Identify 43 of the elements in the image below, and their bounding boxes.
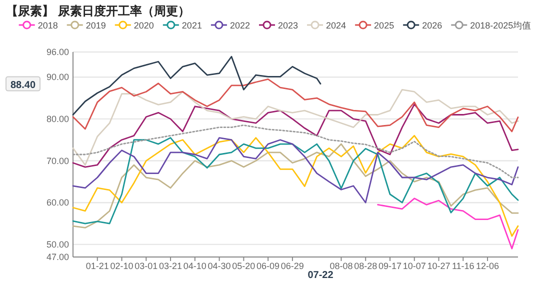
line-series <box>72 56 322 116</box>
x-tick-label: 03-01 <box>134 261 158 271</box>
x-tick-label: 12-06 <box>476 261 500 271</box>
legend-label: 2020 <box>134 20 154 30</box>
x-tick-label: 11-16 <box>452 261 474 271</box>
legend-label: 2025 <box>374 20 394 30</box>
y-tick-label: 60.00 <box>46 198 69 208</box>
x-tick-label: 02-10 <box>110 261 134 271</box>
legend-label: 2021 <box>182 20 202 30</box>
y-tick-label: 47.00 <box>46 252 69 262</box>
y-tick-label: 70.00 <box>46 156 69 166</box>
y-tick-label: 90.00 <box>46 72 69 82</box>
legend-label: 2019 <box>86 20 106 30</box>
x-tick-label: 10-27 <box>427 261 450 271</box>
legend-label: 2018 <box>38 20 58 30</box>
x-tick-label: 08-08 <box>330 261 353 271</box>
chart-title: 【尿素】 尿素日度开工率（周更） <box>6 4 190 18</box>
x-tick-label: 04-10 <box>183 261 206 271</box>
line-series <box>377 198 519 250</box>
x-tick-label: 03-21 <box>159 261 182 271</box>
legend-label: 2023 <box>278 20 298 30</box>
text: 07-22 <box>308 270 334 281</box>
legend-label: 2018-2025均值 <box>470 20 532 30</box>
text: 88.40 <box>10 80 36 91</box>
legend-label: 2026 <box>422 20 442 30</box>
line-series <box>72 88 519 166</box>
y-tick-label: 96.00 <box>46 47 69 57</box>
y-tick-label: 50.00 <box>46 239 69 250</box>
x-tick-label: 01-21 <box>86 261 109 271</box>
x-tick-label: 09-17 <box>378 261 402 271</box>
x-tick-label: 06-09 <box>256 261 280 271</box>
x-tick-label: 05-20 <box>232 261 256 271</box>
x-tick-label: 06-29 <box>280 261 304 271</box>
line-series <box>72 137 519 204</box>
line-series <box>72 124 519 178</box>
x-tick-label: 10-07 <box>402 261 426 271</box>
line-series <box>72 104 519 168</box>
x-tick-label: 04-30 <box>208 261 231 271</box>
legend-label: 2024 <box>326 20 346 30</box>
y-tick-label: 80.00 <box>46 114 69 124</box>
x-tick-label: 08-28 <box>354 261 378 271</box>
line-series <box>72 78 519 132</box>
legend-label: 2022 <box>230 20 250 30</box>
